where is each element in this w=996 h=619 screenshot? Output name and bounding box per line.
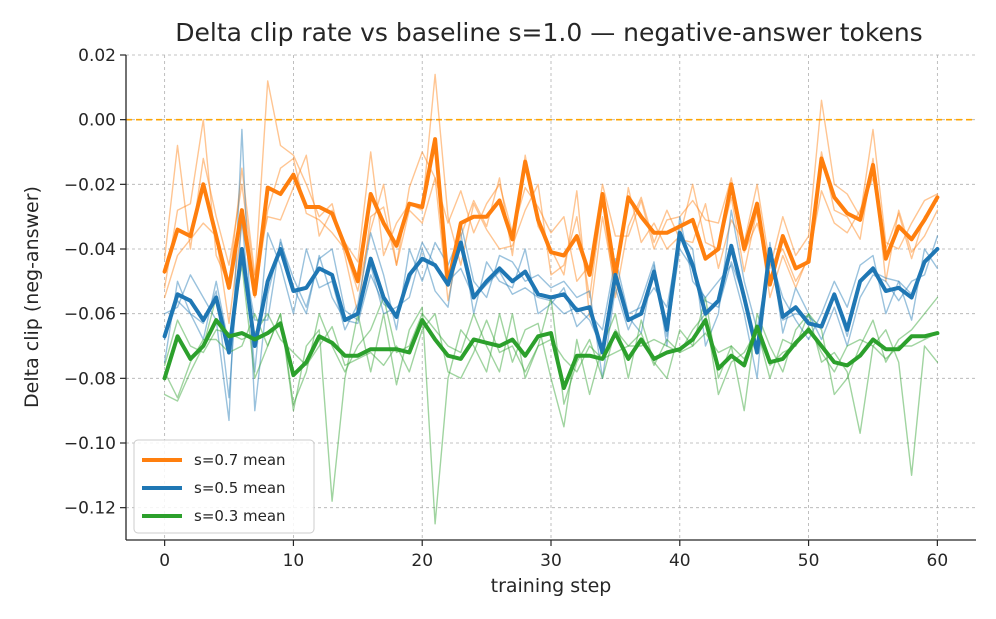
x-tick-label: 60 [927,551,949,571]
seed-line-6 [163,209,939,399]
chart-title: Delta clip rate vs baseline s=1.0 — nega… [175,18,922,47]
y-tick-label: −0.12 [64,499,116,519]
x-tick-label: 30 [540,551,562,571]
y-tick-label: −0.04 [64,240,116,260]
seed-line-9 [163,264,939,525]
y-tick-label: −0.08 [64,369,116,389]
x-axis-label: training step [491,575,612,597]
seed-line-3 [163,80,939,315]
x-tick-label: 20 [411,551,433,571]
series-line-s-0-3-mean [162,318,940,390]
y-tick-label: −0.10 [64,434,116,454]
legend-label: s=0.5 mean [194,479,286,497]
y-tick-label: 0.02 [78,46,116,66]
x-tick-label: 0 [159,551,170,571]
mean-lines [162,137,940,390]
y-axis-ticks: 0.02 0.00 −0.02 −0.04 −0.06 −0.08 −0.10 −0.12 [64,46,126,519]
y-axis-label: Delta clip (neg-answer) [21,186,43,408]
legend-label: s=0.3 mean [194,507,286,525]
legend-box [133,439,315,534]
x-tick-label: 50 [798,551,820,571]
legend: s=0.7 mean s=0.5 mean s=0.3 mean [133,439,315,534]
y-tick-label: −0.02 [64,175,116,195]
grid-lines [126,54,976,540]
x-axis-ticks: 0 10 20 30 40 50 60 [159,540,948,571]
x-tick-label: 10 [283,551,305,571]
x-tick-label: 40 [669,551,691,571]
legend-label: s=0.7 mean [194,451,286,469]
y-tick-label: 0.00 [78,111,116,131]
series-line-s-0-7-mean [162,137,940,297]
series-line-s-0-5-mean [162,230,940,355]
seed-line-7 [163,128,939,422]
y-tick-label: −0.06 [64,305,116,325]
